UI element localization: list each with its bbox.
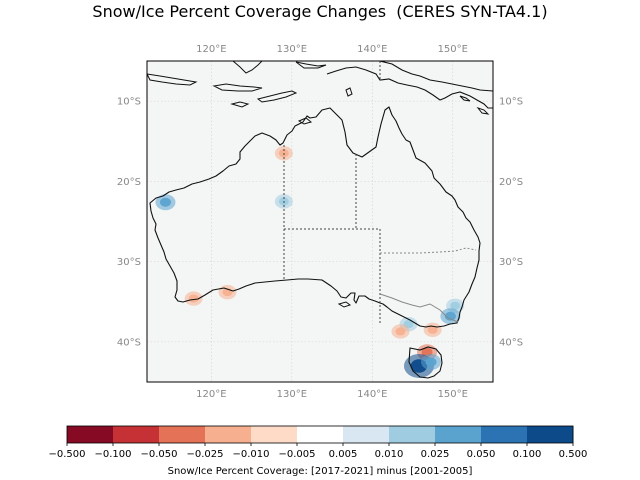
coastline-sulawesi (232, 61, 263, 74)
colorbar-tick-label: −0.500 (48, 449, 85, 460)
colorbar-tick-label: −0.010 (232, 449, 269, 460)
lat-tick-label: 30°S (117, 257, 141, 268)
map-frame (146, 60, 494, 383)
lon-tick-label: 130°E (277, 44, 307, 55)
colorbar-segment (435, 426, 482, 443)
lat-tick-label: 20°S (117, 177, 141, 188)
colorbar-segment (297, 426, 344, 443)
colorbar-tick-label: −0.005 (278, 449, 315, 460)
colorbar-segment (251, 426, 298, 443)
coastline-new-guinea-north (379, 61, 493, 92)
colorbar-tick-label: 0.100 (513, 449, 542, 460)
lon-tick-label: 140°E (357, 44, 387, 55)
coastline-aru (345, 87, 353, 97)
coastline-melville-island (297, 117, 313, 125)
colorbar-segment (113, 426, 160, 443)
lon-tick-label: 120°E (196, 389, 226, 400)
coastline-java (147, 73, 198, 86)
coastline-kangaroo-island (337, 301, 352, 308)
colorbar-segment (67, 426, 114, 443)
colorbar-tick-label: 0.010 (375, 449, 404, 460)
map-background (147, 61, 493, 382)
border-qld-nsw (380, 247, 477, 254)
colorbar-segment (481, 426, 528, 443)
anomaly-cell (160, 197, 172, 207)
gridlines (147, 61, 493, 382)
colorbar-segment (343, 426, 390, 443)
coastline-new-guinea (326, 66, 493, 109)
lat-tick-label: 20°S (499, 177, 523, 188)
map-title: Snow/Ice Percent Coverage Changes (CERES… (92, 2, 548, 21)
colorbar-segment (159, 426, 206, 443)
coastline-tasmania (408, 346, 443, 379)
lat-tick-label: 10°S (117, 97, 141, 108)
lat-tick-label: 40°S (499, 337, 523, 348)
coastline-bougainville (476, 106, 490, 115)
border-nsw-vic (379, 293, 459, 323)
lon-tick-label: 130°E (277, 389, 307, 400)
colorbar: −0.500 −0.100 −0.050 −0.025 −0.010 −0.005 0.00… (48, 425, 588, 460)
lat-tick-label: 30°S (499, 257, 523, 268)
colorbar-tick-label: 0.005 (329, 449, 358, 460)
colorbar-segment (389, 426, 436, 443)
coastline-australia (149, 106, 481, 328)
anomaly-cell (395, 327, 406, 336)
colorbar-segment (527, 426, 574, 443)
axis-tick-labels: 120°E 120°E 130°E 130°E 140°E 140°E 150°E 150°E… (117, 44, 523, 400)
coastline-sumba (230, 101, 250, 108)
lon-tick-label: 150°E (438, 44, 468, 55)
lat-tick-label: 40°S (117, 337, 141, 348)
coastline-seram (295, 61, 327, 69)
colorbar-frame (66, 425, 574, 444)
lon-tick-label: 140°E (357, 389, 387, 400)
colorbar-tick-label: −0.100 (94, 449, 131, 460)
lon-tick-label: 120°E (196, 44, 226, 55)
lon-tick-label: 150°E (438, 389, 468, 400)
coastline-flores (212, 83, 263, 92)
colorbar-label: Snow/Ice Percent Coverage: [2017-2021] m… (167, 466, 473, 477)
state-borders (283, 61, 477, 325)
colorbar-tick-label: 0.500 (559, 449, 588, 460)
coastline-new-britain (459, 95, 471, 102)
anomaly-cell (427, 325, 438, 334)
anomaly-cell (188, 294, 199, 303)
colorbar-tick-label: −0.025 (186, 449, 223, 460)
colorbar-tick-label: 0.050 (467, 449, 496, 460)
anomaly-cell (425, 357, 437, 367)
colorbar-tick-label: 0.025 (421, 449, 450, 460)
lat-tick-label: 10°S (499, 97, 523, 108)
anomaly-cell (444, 311, 456, 321)
coastline-timor (256, 90, 298, 103)
colorbar-segment (205, 426, 252, 443)
anomaly-cell (450, 301, 461, 310)
coastline-layer (147, 61, 493, 379)
colorbar-tick-label: −0.050 (140, 449, 177, 460)
